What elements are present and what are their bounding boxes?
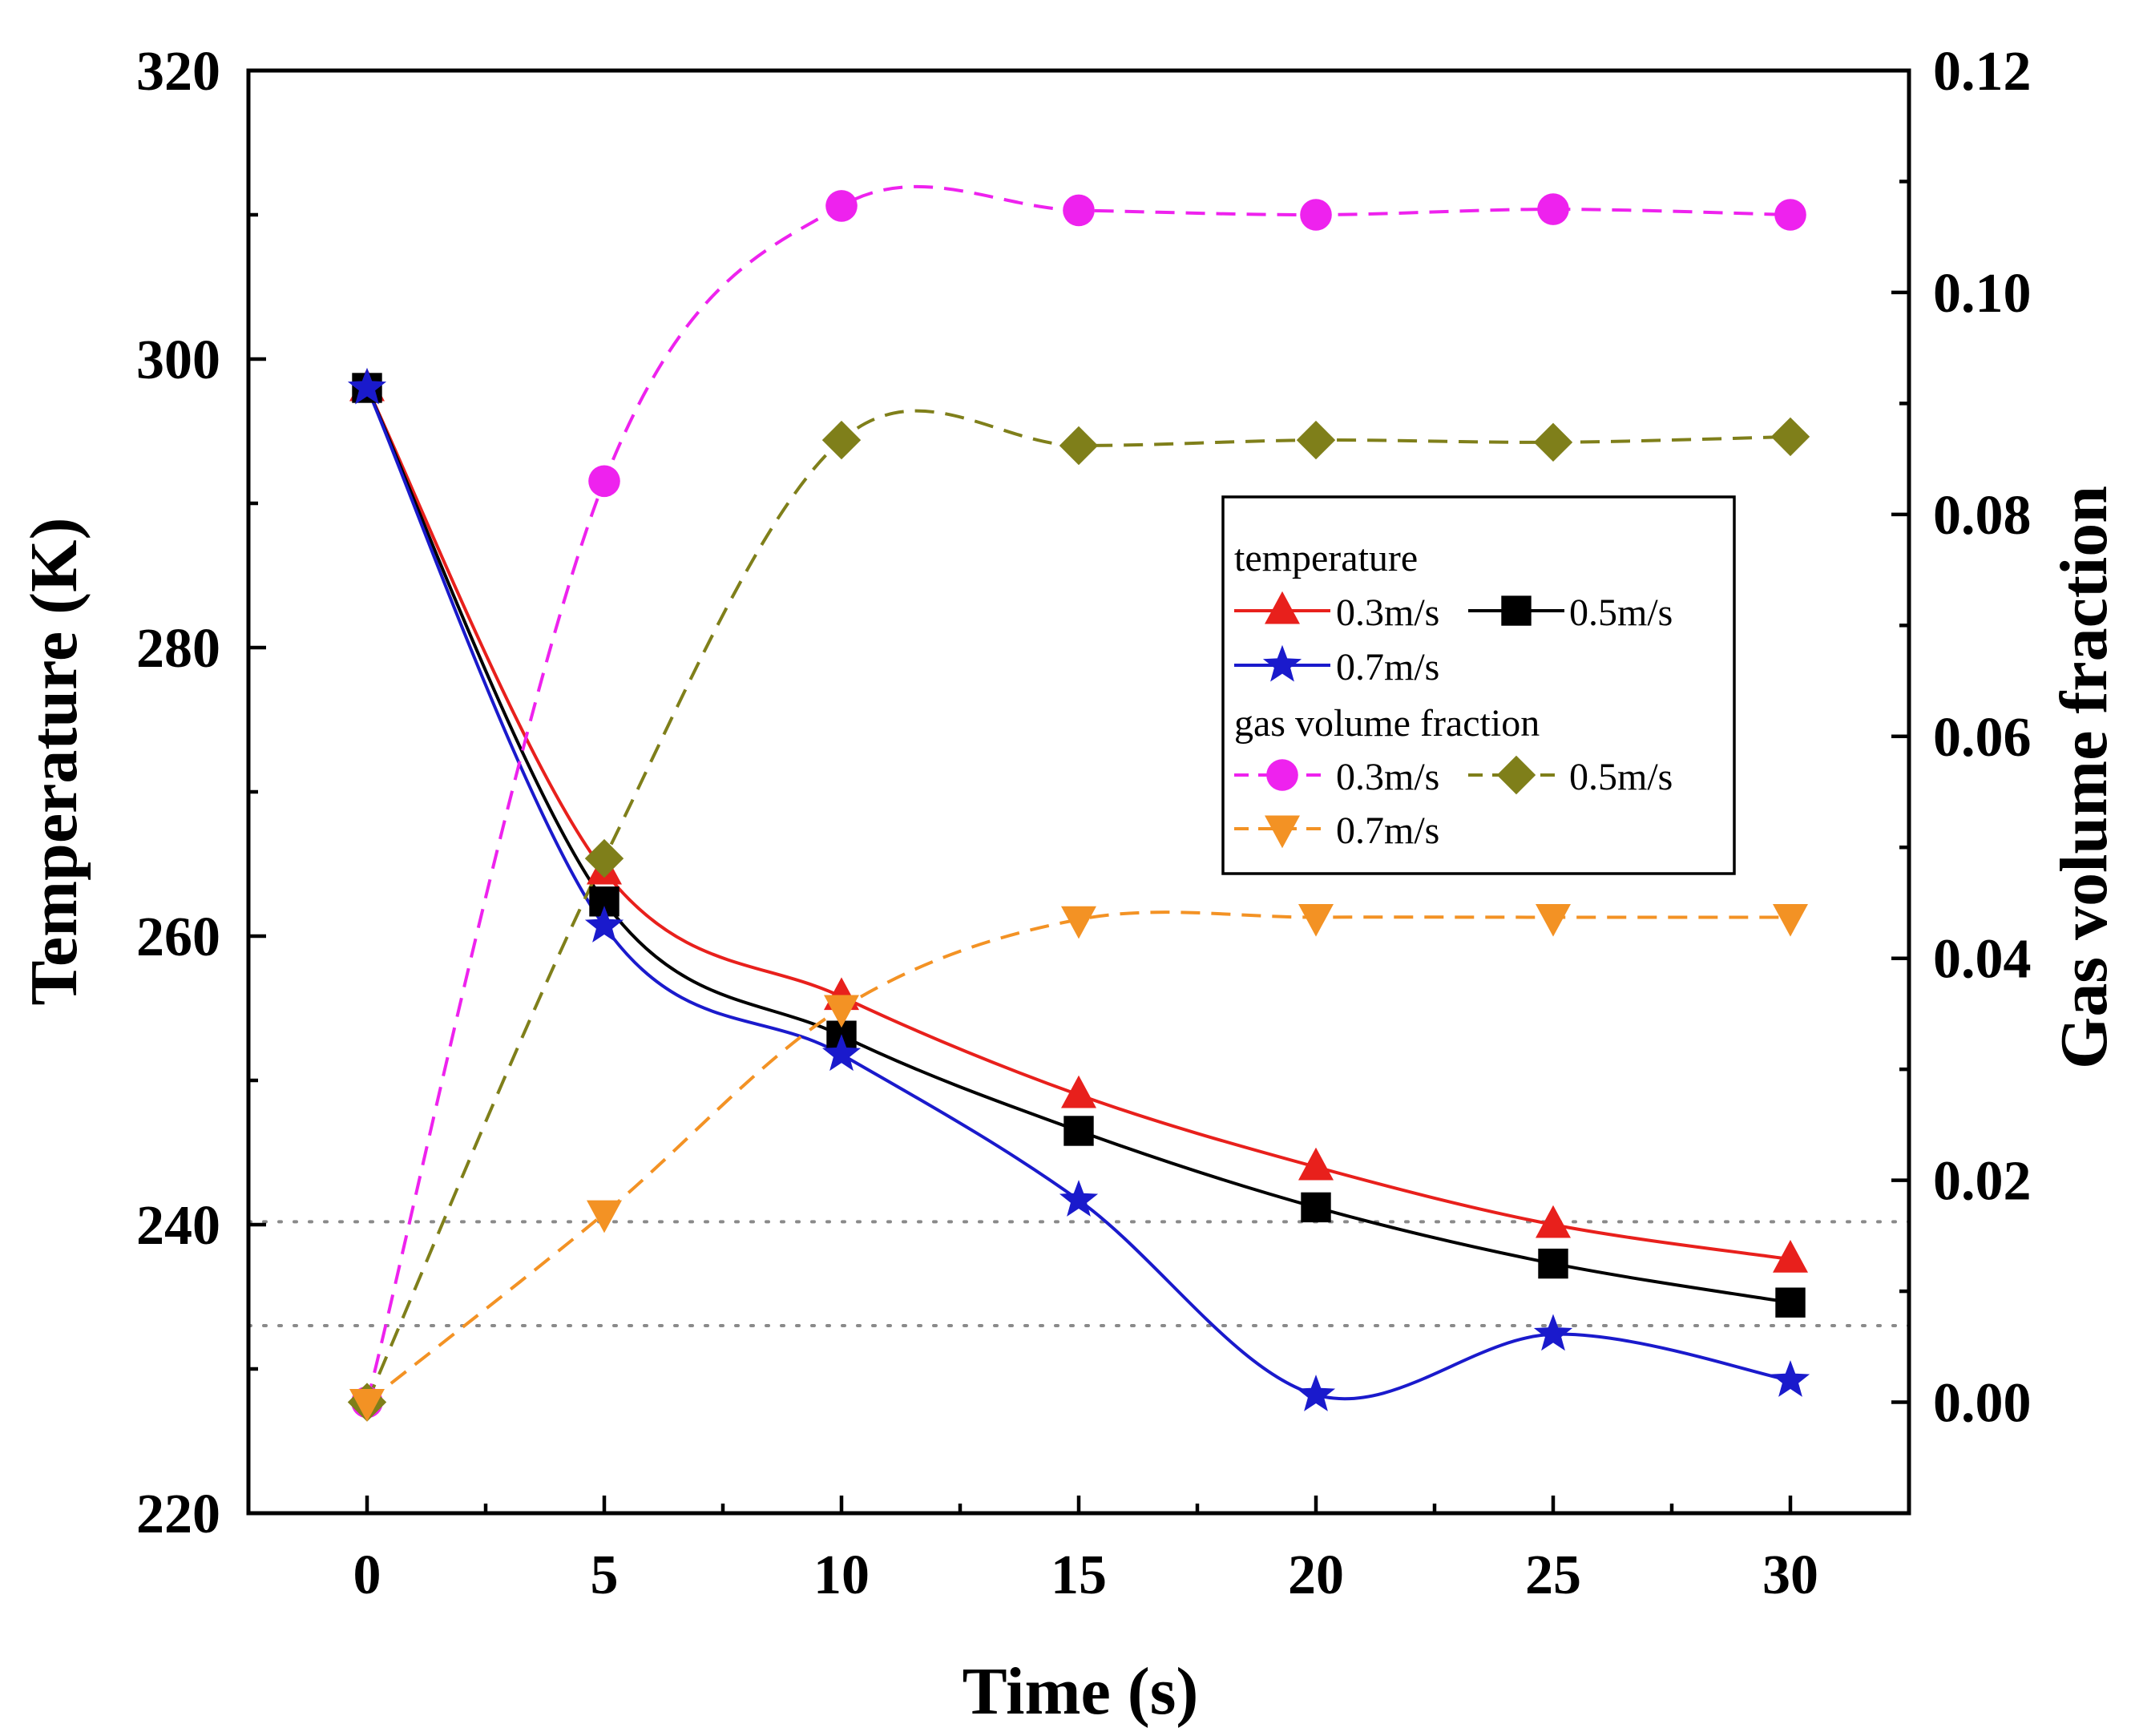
legend-marker-sample — [1496, 755, 1536, 795]
data-point-temperature-0.7m/s — [1533, 1314, 1573, 1351]
legend: temperature gas volume fraction 0.3m/s 0… — [1221, 495, 1736, 875]
legend-marker-sample — [1265, 591, 1300, 624]
y-left-tick-label: 280 — [136, 618, 220, 680]
y-right-tick-label: 0.00 — [1933, 1373, 2032, 1435]
legend-marker-sample — [1265, 815, 1300, 849]
data-point-temperature-0.7m/s — [347, 367, 387, 405]
data-point-temperature-0.7m/s — [1770, 1360, 1810, 1397]
data-point-temperature-0.5m/s — [1775, 1287, 1806, 1318]
data-point-gas-volume-fraction-0.7m/s — [1536, 903, 1571, 937]
x-axis-title: Time (s) — [963, 1654, 1199, 1729]
legend-label-gvf-0.5: 0.5m/s — [1569, 756, 1673, 798]
x-tick-label: 15 — [1051, 1544, 1107, 1606]
data-point-gas-volume-fraction-0.3m/s — [1063, 194, 1095, 227]
data-point-gas-volume-fraction-0.5m/s — [1059, 426, 1099, 466]
y-right-tick-label: 0.06 — [1933, 707, 2032, 769]
data-point-temperature-0.3m/s — [1298, 1147, 1334, 1181]
data-point-temperature-0.7m/s — [584, 906, 624, 943]
data-point-temperature-0.5m/s — [1063, 1116, 1094, 1146]
data-point-gas-volume-fraction-0.5m/s — [1770, 417, 1810, 457]
legend-title-temperature: temperature — [1234, 537, 1418, 579]
x-tick-label: 10 — [813, 1544, 870, 1606]
legend-label-temp-0.7: 0.7m/s — [1336, 646, 1439, 688]
x-tick-label: 25 — [1525, 1544, 1581, 1606]
y-right-tick-label: 0.10 — [1933, 263, 2032, 325]
x-tick-label: 5 — [591, 1544, 619, 1606]
ticks: 0 5 10 15 20 25 30 220 240 260 280 300 320 0.00 0.02 0.… — [136, 41, 2032, 1606]
y-right-tick-label: 0.12 — [1933, 41, 2032, 103]
series-line-temperature-0.7m/s — [365, 387, 1791, 1401]
legend-marker-sample — [1266, 759, 1298, 791]
series-line-gas-volume-fraction-0.5m/s — [365, 409, 1791, 1403]
reference-lines — [247, 1220, 1911, 1327]
y-left-tick-label: 260 — [136, 906, 220, 968]
data-point-gas-volume-fraction-0.7m/s — [1061, 906, 1096, 939]
data-point-gas-volume-fraction-0.3m/s — [825, 190, 858, 222]
y-right-tick-label: 0.08 — [1933, 485, 2032, 547]
y-right-tick-label: 0.04 — [1933, 929, 2032, 991]
y-right-tick-label: 0.02 — [1933, 1151, 2032, 1213]
data-point-temperature-0.7m/s — [1059, 1180, 1099, 1217]
data-point-gas-volume-fraction-0.7m/s — [824, 995, 859, 1028]
legend-label-gvf-0.7: 0.7m/s — [1336, 809, 1439, 852]
data-point-temperature-0.5m/s — [1538, 1248, 1568, 1279]
data-point-gas-volume-fraction-0.7m/s — [587, 1200, 622, 1233]
data-point-gas-volume-fraction-0.5m/s — [1296, 420, 1336, 460]
data-point-temperature-0.5m/s — [1301, 1192, 1331, 1223]
x-tick-label: 20 — [1288, 1544, 1344, 1606]
legend-marker-sample — [1262, 644, 1302, 682]
y-left-tick-label: 240 — [136, 1195, 220, 1257]
legend-marker-sample — [1501, 595, 1532, 626]
data-point-temperature-0.3m/s — [1061, 1075, 1096, 1108]
data-point-gas-volume-fraction-0.3m/s — [1774, 199, 1806, 231]
x-tick-label: 30 — [1762, 1544, 1818, 1606]
series-markers — [347, 190, 1810, 1422]
data-point-gas-volume-fraction-0.5m/s — [1533, 422, 1573, 462]
data-point-gas-volume-fraction-0.7m/s — [1773, 903, 1808, 937]
legend-samples — [1234, 591, 1564, 849]
legend-label-gvf-0.3: 0.3m/s — [1336, 756, 1439, 798]
y-right-axis-title: Gas volume fraction — [2047, 486, 2121, 1069]
data-point-gas-volume-fraction-0.3m/s — [1537, 193, 1569, 225]
y-left-axis-title: Temperature (K) — [17, 518, 91, 1006]
data-point-temperature-0.7m/s — [821, 1034, 862, 1072]
data-point-gas-volume-fraction-0.5m/s — [821, 420, 862, 460]
data-point-gas-volume-fraction-0.3m/s — [1300, 199, 1332, 231]
y-left-tick-label: 320 — [136, 41, 220, 103]
y-left-tick-label: 300 — [136, 329, 220, 391]
legend-title-gas-volume-fraction: gas volume fraction — [1234, 702, 1540, 745]
legend-label-temp-0.5: 0.5m/s — [1569, 591, 1673, 634]
data-point-temperature-0.3m/s — [1536, 1205, 1571, 1238]
data-point-gas-volume-fraction-0.3m/s — [588, 465, 620, 498]
legend-label-temp-0.3: 0.3m/s — [1336, 591, 1439, 634]
data-point-temperature-0.3m/s — [1773, 1240, 1808, 1273]
data-point-temperature-0.7m/s — [1296, 1375, 1336, 1411]
data-point-gas-volume-fraction-0.7m/s — [349, 1389, 385, 1422]
data-point-gas-volume-fraction-0.7m/s — [1298, 903, 1334, 937]
legend-box — [1221, 495, 1736, 875]
data-point-gas-volume-fraction-0.5m/s — [584, 838, 624, 878]
series-line-gas-volume-fraction-0.3m/s — [365, 184, 1791, 1403]
y-left-tick-label: 220 — [136, 1484, 220, 1545]
series-line-temperature-0.3m/s — [365, 387, 1791, 1262]
x-tick-label: 0 — [353, 1544, 381, 1606]
